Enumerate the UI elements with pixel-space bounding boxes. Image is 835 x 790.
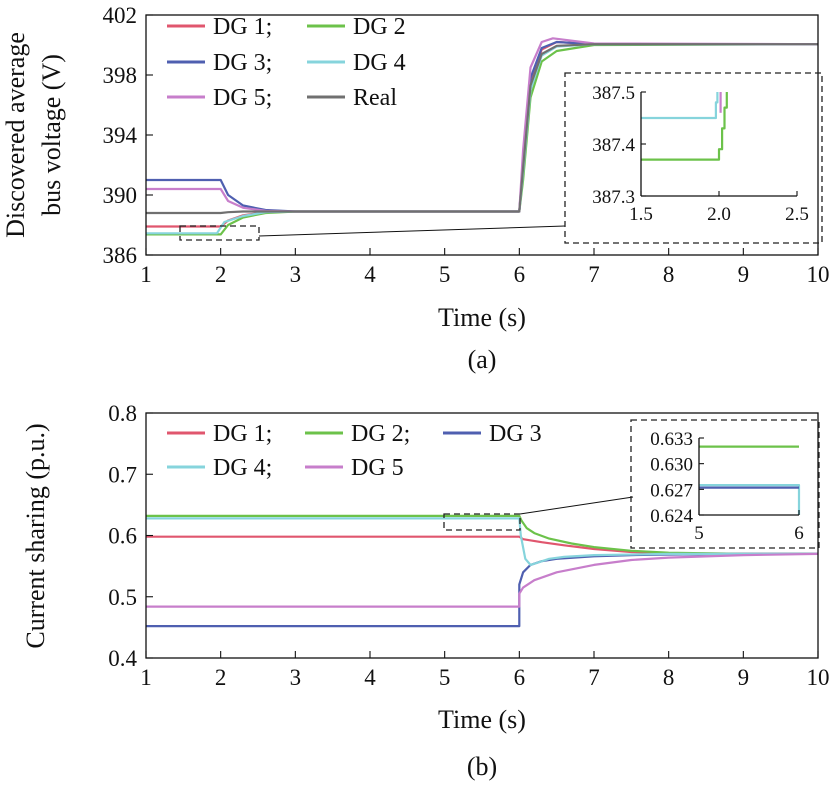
panel-a: 1 2 3 4 5 6 7 8 9 10 386 390 394 398 402 Discovered a…: [1, 3, 830, 374]
panel-a-x-tick-label: 5: [439, 262, 451, 287]
panel-b-x-ticks: 1 2 3 4 5 6 7 8 9 10: [140, 651, 830, 690]
panel-b-series-dg5: [146, 552, 819, 608]
panel-b-x-tick-label: 8: [663, 665, 675, 690]
panel-b-zoom-region: [443, 513, 521, 531]
legend-label-dg4: DG 4: [353, 50, 406, 76]
panel-b-series-dg1: [146, 535, 819, 556]
panel-a-inset-y-tick-label: 387.3: [592, 187, 635, 208]
legend-label-real: Real: [353, 85, 397, 111]
panel-b-y-tick-label: 0.7: [108, 462, 137, 487]
panel-b-x-tick-label: 7: [588, 665, 600, 690]
panel-b-zoom-connector: [519, 496, 634, 515]
panel-a-inset-x-tick-label: 2.0: [707, 204, 731, 225]
panel-a-inset-y-tick-label: 387.4: [592, 135, 635, 156]
panel-b-inset-x-tick-label: 5: [694, 523, 704, 544]
panel-b-y-tick-label: 0.6: [108, 524, 137, 549]
legend-label-dg2: DG 2: [353, 14, 406, 40]
panel-b-inset-series-dg4: [699, 484, 801, 515]
panel-a-inset-series-dg4: [641, 92, 719, 120]
panel-a-inset-series-dg2: [641, 92, 728, 161]
panel-b-series-dg2: [146, 514, 818, 556]
panel-a-x-tick-label: 7: [588, 262, 600, 287]
panel-b-series-dg4: [146, 517, 818, 567]
legend-label-dg3: DG 3;: [213, 50, 272, 76]
panel-b-inset-y-tick-label: 0.633: [650, 429, 693, 450]
legend-label-dg1: DG 1;: [213, 14, 272, 40]
panel-a-inset-y-ticks: 387.3 387.4 387.5: [592, 83, 646, 208]
panel-b-x-tick-label: 1: [140, 665, 152, 690]
legend-label-dg3: DG 3: [489, 421, 542, 447]
panel-b-inset-y-tick-label: 0.624: [650, 506, 693, 527]
panel-a-caption: (a): [468, 345, 497, 374]
panel-a-x-tick-label: 4: [364, 262, 376, 287]
panel-a-x-tick-label: 9: [738, 262, 750, 287]
panel-a-zoom-region: [179, 225, 260, 241]
panel-b-x-tick-label: 3: [290, 665, 302, 690]
panel-a-zoom-connector: [258, 225, 566, 237]
panel-b-series-dg3: [146, 552, 818, 628]
panel-a-x-ticks: 1 2 3 4 5 6 7 8 9 10: [140, 248, 830, 287]
panel-a-y-tick-label: 398: [103, 63, 138, 88]
panel-a-legend: DG 1; DG 2 DG 3; DG 4 DG 5; Real: [167, 14, 406, 111]
legend-label-dg5: DG 5: [351, 455, 404, 481]
panel-b-x-tick-label: 10: [807, 665, 830, 690]
panel-b-xlabel: Time (s): [438, 705, 526, 734]
panel-b: 1 2 3 4 5 6 7 8 9 10 0.40.50.60.70.8 Current shar…: [21, 401, 830, 781]
panel-b-y-ticks: 0.4 0.5 0.6 0.7 0.8: [108, 401, 153, 671]
legend-label-dg1: DG 1;: [213, 421, 272, 447]
panel-a-ylabel-line1: Discovered average: [1, 32, 30, 238]
panel-a-x-tick-label: 8: [663, 262, 675, 287]
panel-a-x-tick-label: 6: [514, 262, 526, 287]
panel-a-y-tick-label: 402: [103, 3, 138, 28]
panel-a-ylabel-line2: bus voltage (V): [37, 54, 66, 216]
panel-a-y-ticks: 386 390 394 398 402: [103, 3, 153, 268]
panel-a-x-tick-label: 1: [140, 262, 152, 287]
panel-a-xlabel: Time (s): [438, 303, 526, 332]
panel-b-inset-series: [699, 445, 801, 515]
panel-b-inset-x-tick-label: 6: [794, 523, 804, 544]
panel-b-x-tick-label: 4: [364, 665, 376, 690]
panel-b-plot-frame: [145, 412, 819, 659]
panel-a-series-real: [146, 43, 818, 215]
panel-a-inset-x-tick-label: 2.5: [785, 204, 809, 225]
panel-b-x-tick-label: 5: [439, 665, 451, 690]
panel-a-x-tick-label: 10: [807, 262, 830, 287]
panel-b-y-tick-label: 0.8: [108, 401, 137, 426]
panel-a-inset-y-tick-label: 387.5: [592, 83, 635, 104]
panel-a-y-tick-label: 386: [103, 243, 138, 268]
panel-a-inset: 1.5 2.0 2.5 387.3 387.4 387.5: [592, 83, 809, 225]
panel-a-y-tick-label: 390: [103, 183, 138, 208]
panel-b-y-tick-label: 0.4: [108, 646, 137, 671]
panel-a-x-tick-label: 3: [290, 262, 302, 287]
panel-b-inset-box: [630, 419, 820, 549]
panel-a-inset-x-ticks: 1.5 2.0 2.5: [629, 191, 809, 225]
panel-b-inset-y-tick-label: 0.627: [650, 480, 693, 501]
panel-b-x-tick-label: 9: [738, 665, 750, 690]
panel-b-caption: (b): [467, 752, 497, 781]
panel-a-inset-box: [564, 72, 823, 244]
panel-b-x-tick-label: 6: [514, 665, 526, 690]
panel-b-x-tick-label: 2: [215, 665, 227, 690]
panel-a-x-tick-label: 2: [215, 262, 227, 287]
panel-a-series: [146, 37, 819, 236]
panel-b-y-tick-label: 0.5: [108, 585, 137, 610]
panel-b-ylabel: Current sharing (p.u.): [21, 423, 50, 648]
panel-a-inset-x-tick-label: 1.5: [629, 204, 653, 225]
legend-label-dg4: DG 4;: [213, 455, 272, 481]
legend-label-dg2: DG 2;: [351, 421, 410, 447]
panel-b-series: [146, 514, 819, 628]
panel-b-inset-y-tick-label: 0.630: [650, 455, 693, 476]
panel-a-inset-series: [641, 92, 728, 161]
panel-b-legend: DG 1; DG 2; DG 3 DG 4; DG 5: [167, 421, 542, 481]
panel-a-y-tick-label: 394: [103, 123, 138, 148]
legend-label-dg5: DG 5;: [213, 85, 272, 111]
panel-b-inset-y-ticks: 0.633 0.630 0.627 0.624: [650, 429, 704, 527]
